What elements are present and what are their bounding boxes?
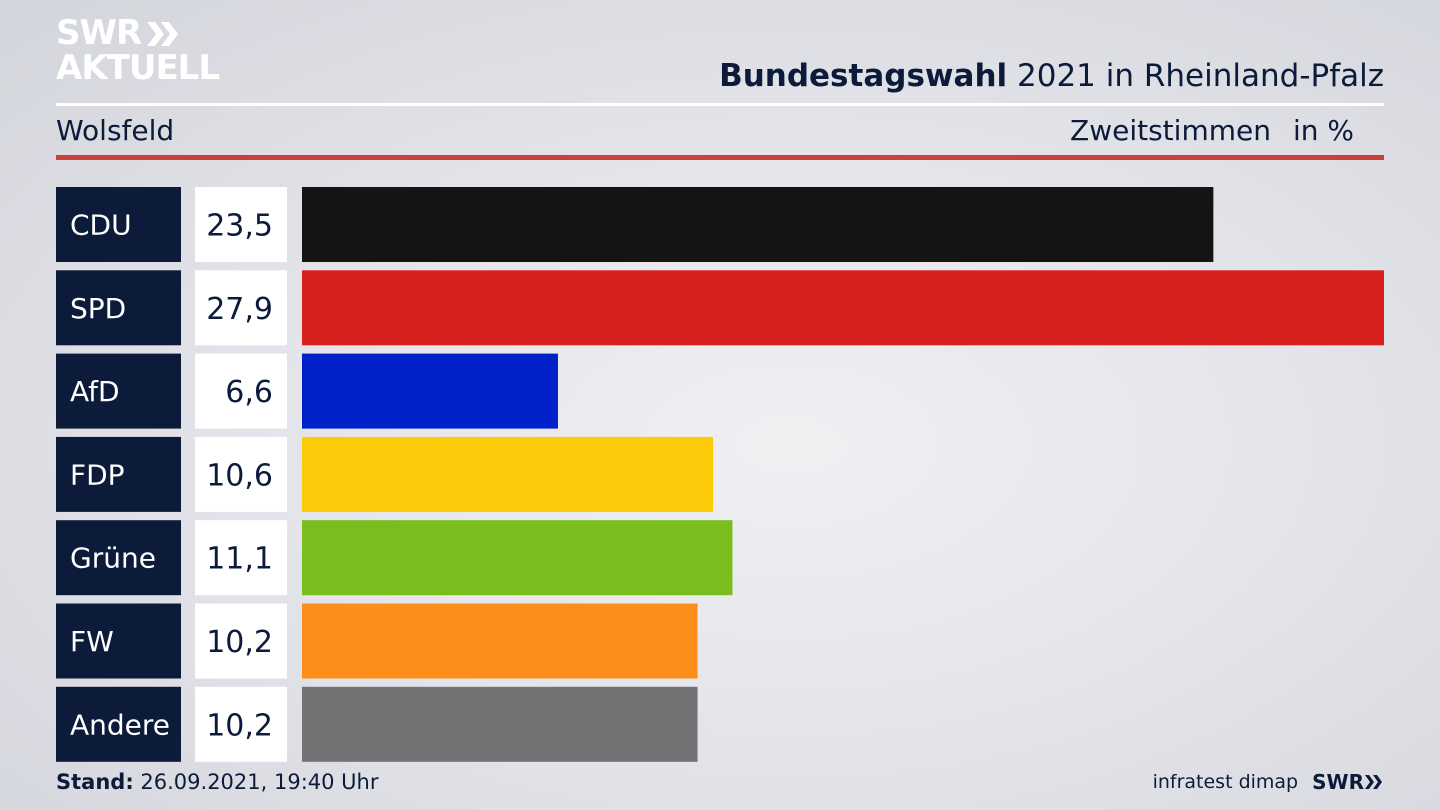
value-label: 27,9 <box>206 292 273 327</box>
stand-value: 26.09.2021, 19:40 Uhr <box>133 770 379 794</box>
bar-row: FW 10,2 <box>56 603 698 679</box>
value-label: 6,6 <box>225 375 273 410</box>
timestamp: Stand: 26.09.2021, 19:40 Uhr <box>56 770 379 794</box>
value-label: 11,1 <box>206 542 273 577</box>
source-credits: infratest dimap SWR <box>1153 770 1384 794</box>
title-bold: Bundestagswahl <box>719 58 1008 94</box>
bar <box>302 353 558 429</box>
bar <box>302 187 1214 262</box>
value-label: 23,5 <box>206 209 273 244</box>
source-label: infratest dimap <box>1152 771 1299 793</box>
party-label: AfD <box>70 375 120 408</box>
party-label-box <box>56 520 181 596</box>
divider-accent <box>56 155 1384 160</box>
double-chevron-icon <box>1365 775 1382 789</box>
logo-swr-text: SWR <box>56 13 142 53</box>
value-label-box <box>195 353 287 429</box>
bar-row: Grüne 11,1 <box>56 520 733 596</box>
value-label-box <box>195 436 287 512</box>
party-label: Grüne <box>70 542 156 575</box>
stand-label: Stand: <box>56 770 134 794</box>
bar-row: FDP 10,6 <box>56 436 714 512</box>
value-label-box <box>195 520 287 596</box>
double-chevron-icon <box>147 21 179 46</box>
party-label-box <box>56 686 181 762</box>
bar-row: Andere 10,2 <box>56 686 698 762</box>
swr-footer-logo: SWR <box>1312 770 1384 794</box>
bar-row: AfD 6,6 <box>56 353 558 429</box>
value-label-box <box>195 270 287 346</box>
bar-row: SPD 27,9 <box>56 270 1384 346</box>
party-label: FW <box>70 625 114 658</box>
party-label: Andere <box>70 708 170 741</box>
bar-row: CDU 23,5 <box>56 187 1214 262</box>
value-label: 10,2 <box>206 708 273 743</box>
party-label: CDU <box>70 209 132 242</box>
bar <box>302 436 714 512</box>
page-title: Bundestagswahl 2021 in Rheinland-Pfalz <box>719 58 1384 94</box>
value-label-box <box>195 603 287 679</box>
swr-footer-text: SWR <box>1312 770 1364 794</box>
measure-text: Zweitstimmen <box>1070 114 1271 147</box>
bar <box>302 603 698 679</box>
swr-aktuell-logo: SWR AKTUELL <box>56 16 231 86</box>
party-label: SPD <box>70 292 126 325</box>
party-label-box <box>56 436 181 512</box>
title-rest: 2021 in Rheinland-Pfalz <box>1007 58 1384 94</box>
divider-top <box>56 103 1384 106</box>
party-label: FDP <box>70 458 125 491</box>
party-label-box <box>56 187 181 262</box>
party-label-box <box>56 353 181 429</box>
unit-text: in % <box>1292 114 1354 147</box>
value-label: 10,2 <box>206 625 273 660</box>
logo-aktuell-text: AKTUELL <box>56 48 220 88</box>
bar <box>302 270 1384 346</box>
bar <box>302 686 698 762</box>
value-label: 10,6 <box>206 458 273 493</box>
bar <box>302 520 733 596</box>
party-label-box <box>56 603 181 679</box>
party-label-box <box>56 270 181 346</box>
measure-label: Zweitstimmen in % <box>1070 114 1354 147</box>
value-label-box <box>195 187 287 262</box>
value-label-box <box>195 686 287 762</box>
region-label: Wolsfeld <box>56 114 175 147</box>
